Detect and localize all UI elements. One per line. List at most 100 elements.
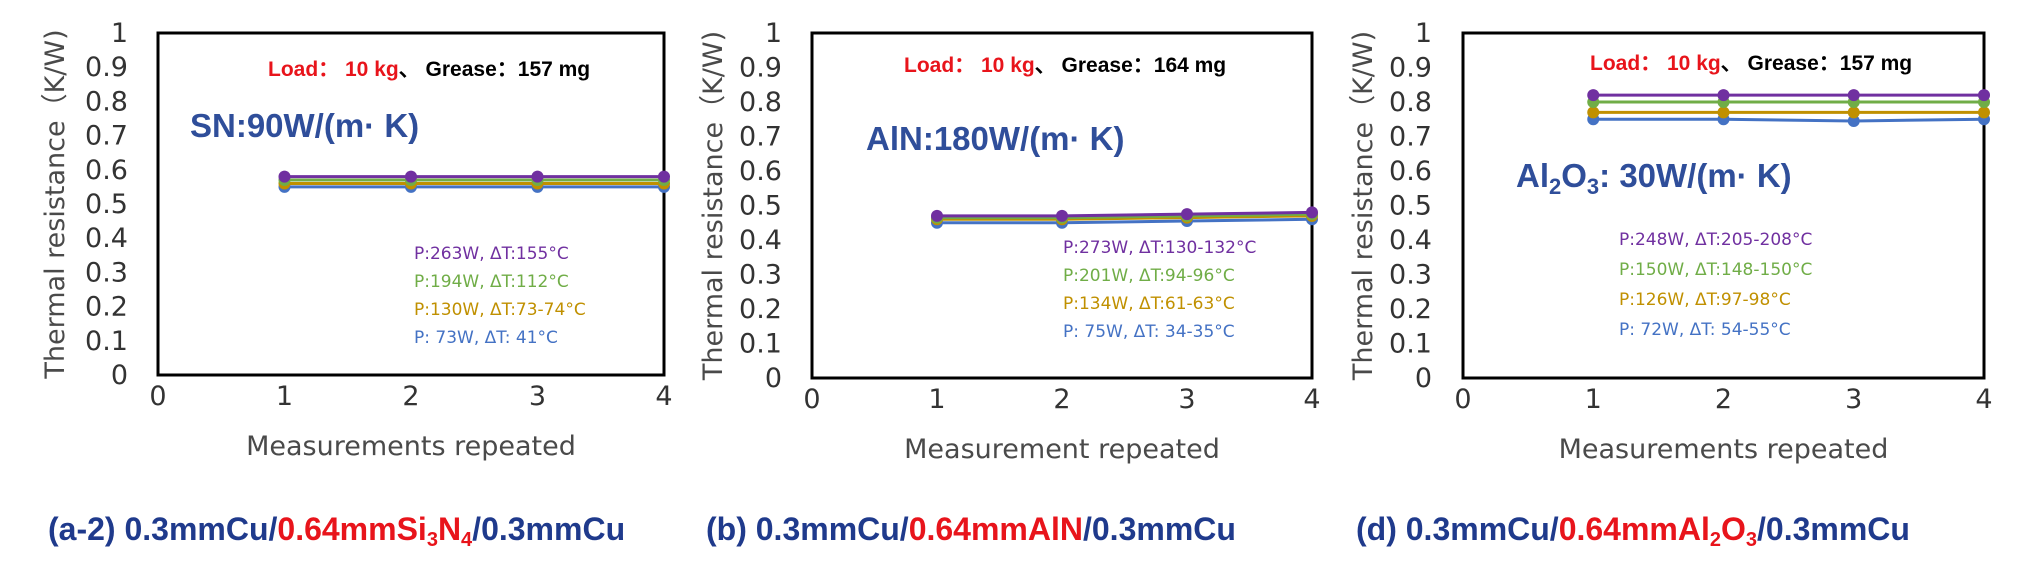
data-point	[1587, 89, 1600, 102]
y-tick-label: 0	[765, 363, 782, 394]
panel-caption: (d) 0.3mmCu/0.64mmAl2O3/0.3mmCu	[1356, 511, 1910, 551]
x-tick-label: 4	[655, 381, 672, 412]
x-axis-title: Measurement repeated	[904, 434, 1220, 465]
chart-panel-3: 00.10.20.30.40.50.60.70.80.910 1 2 3 4Therma…	[1348, 18, 1993, 551]
legend-entry: P:248W, ΔT:205-208°C	[1619, 230, 1812, 250]
y-tick-label: 0.5	[739, 191, 782, 222]
x-tick-label: 1	[276, 381, 293, 412]
x-tick-label: 0	[149, 381, 166, 412]
y-tick-label: 0.9	[739, 53, 782, 84]
y-tick-label: 1	[111, 18, 128, 49]
data-point	[1847, 114, 1860, 127]
series-line	[937, 212, 1313, 220]
x-tick-label: 2	[1053, 384, 1070, 415]
data-point	[1717, 106, 1730, 119]
series-line	[937, 214, 1313, 221]
y-tick-label: 0.3	[1389, 260, 1432, 291]
plot-frame	[156, 31, 666, 377]
y-tick-label: 0.8	[1389, 87, 1432, 118]
y-tick-label: 0.4	[85, 223, 128, 254]
x-tick-label: 3	[529, 381, 546, 412]
legend-entry: P: 75W, ΔT: 34-35°C	[1063, 322, 1235, 342]
load-annotation: Load： 10 kg、 Grease：164 mg	[904, 54, 1226, 77]
y-tick-label: 0.1	[85, 326, 128, 357]
load-annotation: Load： 10 kg、 Grease：157 mg	[268, 58, 590, 81]
panel-caption: (b) 0.3mmCu/0.64mmAlN/0.3mmCu	[706, 511, 1236, 547]
y-tick-label: 0.8	[85, 86, 128, 117]
data-point	[1978, 106, 1990, 119]
legend-entry: P:150W, ΔT:148-150°C	[1619, 260, 1812, 280]
y-tick-label: 0.1	[739, 329, 782, 360]
legend-entry: P:273W, ΔT:130-132°C	[1063, 238, 1256, 258]
legend-entry: P:201W, ΔT:94-96°C	[1063, 266, 1235, 286]
data-point	[1587, 106, 1600, 119]
y-tick-label: 0.9	[85, 52, 128, 83]
panel-caption: (a-2) 0.3mmCu/0.64mmSi3N4/0.3mmCu	[48, 511, 625, 551]
legend-entry: P:263W, ΔT:155°C	[414, 244, 569, 264]
legend-entry: P:194W, ΔT:112°C	[414, 272, 569, 292]
data-point	[1717, 89, 1730, 102]
data-point	[931, 209, 943, 222]
y-tick-label: 1	[1415, 18, 1432, 49]
x-tick-label: 0	[803, 384, 820, 415]
y-tick-label: 0.9	[1389, 53, 1432, 84]
plot-frame	[810, 31, 1314, 380]
y-tick-label: 0.2	[85, 292, 128, 323]
x-tick-label: 1	[1585, 384, 1602, 415]
x-axis-title: Measurements repeated	[1559, 434, 1889, 465]
chart-panel-2: 00.10.20.30.40.50.60.70.80.910 1 2 3 4Therma…	[698, 18, 1321, 547]
y-axis-title: Thermal resistance（K/W)	[40, 29, 71, 379]
y-tick-label: 0.6	[85, 155, 128, 186]
series-line	[937, 210, 1313, 218]
y-tick-label: 0.3	[85, 257, 128, 288]
legend-entry: P:134W, ΔT:61-63°C	[1063, 294, 1235, 314]
y-tick-label: 0.6	[1389, 156, 1432, 187]
y-tick-label: 0	[111, 360, 128, 391]
x-axis-title: Measurements repeated	[246, 431, 576, 462]
y-tick-label: 1	[765, 18, 782, 49]
material-label: SN:90W/(m· K)	[190, 107, 419, 144]
y-tick-label: 0.4	[739, 225, 782, 256]
x-tick-label: 3	[1845, 384, 1862, 415]
y-tick-label: 0.6	[739, 156, 782, 187]
legend-entry: P: 72W, ΔT: 54-55°C	[1619, 320, 1791, 340]
x-tick-label: 0	[1454, 384, 1471, 415]
data-point	[1847, 106, 1860, 119]
y-tick-label: 0.5	[1389, 191, 1432, 222]
y-tick-label: 0.2	[739, 294, 782, 325]
y-axis-title: Thermal resistance（K/W)	[1348, 31, 1379, 381]
y-tick-label: 0.7	[85, 121, 128, 152]
x-tick-label: 1	[928, 384, 945, 415]
x-tick-label: 2	[1715, 384, 1732, 415]
y-tick-label: 0.3	[739, 260, 782, 291]
x-tick-label: 2	[402, 381, 419, 412]
data-point	[531, 170, 544, 183]
material-label: AlN:180W/(m· K)	[866, 120, 1125, 157]
y-axis-title: Thermal resistance（K/W)	[698, 31, 729, 381]
series-line	[937, 217, 1313, 225]
x-tick-label: 4	[1975, 384, 1992, 415]
y-tick-label: 0.4	[1389, 225, 1432, 256]
y-tick-label: 0.1	[1389, 329, 1432, 360]
data-point	[278, 170, 291, 183]
y-tick-label: 0.8	[739, 87, 782, 118]
x-tick-label: 4	[1303, 384, 1320, 415]
load-annotation: Load： 10 kg、 Grease：157 mg	[1590, 52, 1912, 75]
data-point	[1181, 208, 1193, 221]
data-point	[658, 170, 670, 183]
y-tick-label: 0	[1415, 363, 1432, 394]
data-point	[1056, 209, 1068, 222]
y-tick-label: 0.2	[1389, 294, 1432, 325]
data-point	[1978, 89, 1990, 102]
chart-panel-1: 00.10.20.30.40.50.60.70.80.910 1 2 3 4Therma…	[40, 18, 673, 551]
series-line	[1593, 117, 1985, 123]
data-point	[405, 170, 417, 183]
x-tick-label: 3	[1178, 384, 1195, 415]
legend-entry: P:126W, ΔT:97-98°C	[1619, 290, 1791, 310]
y-tick-label: 0.7	[739, 122, 782, 153]
y-tick-label: 0.5	[85, 189, 128, 220]
legend-entry: P:130W, ΔT:73-74°C	[414, 300, 586, 320]
y-tick-label: 0.7	[1389, 122, 1432, 153]
data-point	[1847, 89, 1860, 102]
